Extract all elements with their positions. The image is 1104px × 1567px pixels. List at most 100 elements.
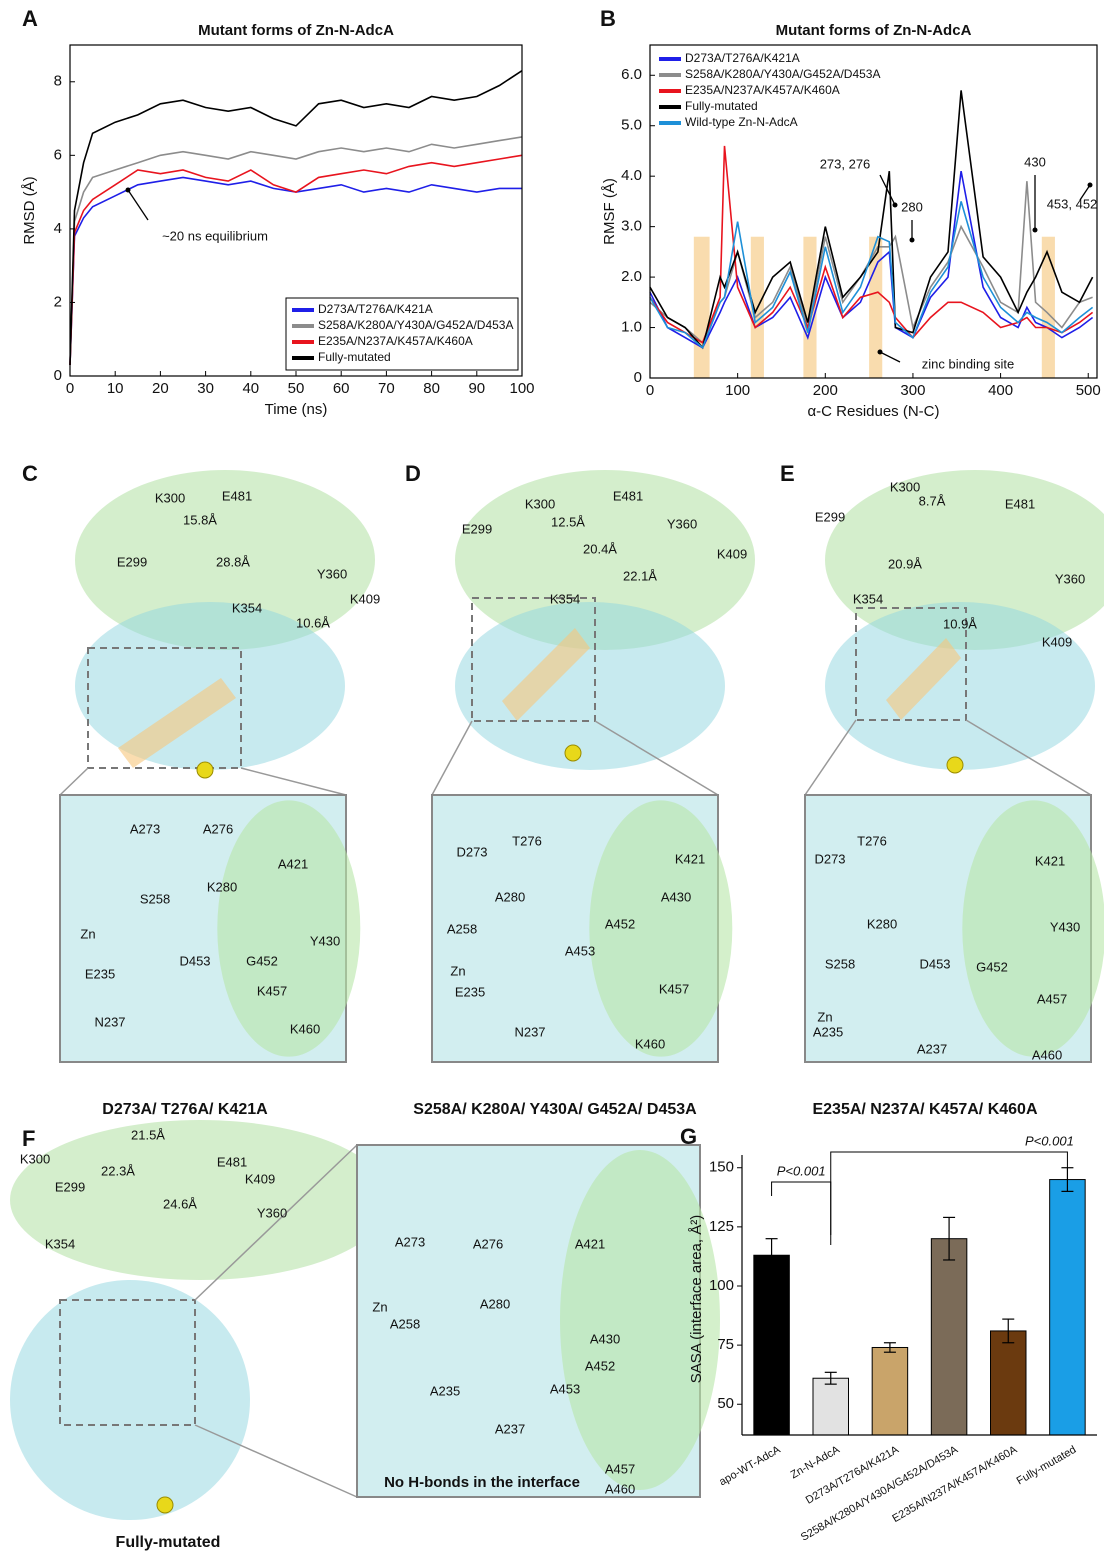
significance-label: P<0.001 [1025, 1133, 1074, 1148]
panel-letter: F [22, 1126, 35, 1151]
residue-label: 20.9Å [888, 556, 922, 571]
y-tick-label: 75 [717, 1336, 734, 1353]
legend-label: S258A/K280A/Y430A/G452A/D453A [685, 67, 880, 81]
y-tick-label: 8 [54, 73, 62, 90]
zinc-ion [196, 761, 214, 779]
series-line [69, 70, 523, 366]
residue-label: 15.8Å [183, 512, 217, 527]
residue-label: A460 [605, 1481, 635, 1496]
annotation-arrow [127, 189, 149, 221]
residue-label: K354 [853, 591, 883, 606]
legend-label: Fully-mutated [318, 350, 391, 364]
series-line [69, 176, 522, 366]
residue-label: D273 [456, 844, 487, 859]
y-tick-label: 3.0 [621, 218, 642, 235]
residue-label: E299 [117, 554, 147, 569]
residue-label: E481 [222, 488, 252, 503]
protein-green [455, 470, 755, 650]
residue-label: A452 [605, 916, 635, 931]
residue-label: A430 [661, 889, 691, 904]
legend-label: S258A/K280A/Y430A/G452A/D453A [318, 318, 513, 332]
residue-label: E235 [85, 966, 115, 981]
arrow-head [892, 202, 898, 208]
x-tick-label: 50 [288, 380, 305, 397]
y-tick-label: 0 [54, 367, 62, 384]
legend-label: D273A/T276A/K421A [318, 302, 433, 316]
zoom-connector [194, 1424, 358, 1498]
protein-cyan [10, 1280, 250, 1520]
y-tick-label: 5.0 [621, 117, 642, 134]
x-tick-label: 100 [509, 380, 534, 397]
panel-letter: B [600, 6, 616, 31]
residue-label: 21.5Å [131, 1127, 165, 1142]
residue-label: K300 [525, 496, 555, 511]
residue-label: A237 [495, 1421, 525, 1436]
residue-label: Y360 [667, 516, 697, 531]
legend-label: E235A/N237A/K457A/K460A [685, 83, 840, 97]
residue-label: K421 [1035, 853, 1065, 868]
series-line [649, 170, 1094, 349]
residue-label: A457 [605, 1461, 635, 1476]
residue-label: Zn [80, 926, 95, 941]
residue-label: K457 [659, 981, 689, 996]
residue-label: 28.8Å [216, 554, 250, 569]
residue-label: G452 [246, 953, 278, 968]
protein-green [10, 1120, 390, 1280]
protein-cyan [825, 602, 1095, 770]
zoom-green [962, 800, 1104, 1057]
zoom-connector [194, 1144, 358, 1301]
residue-label: A430 [590, 1331, 620, 1346]
protein-green [75, 470, 375, 650]
zoom-connector [594, 720, 719, 796]
interface-plane [886, 638, 961, 720]
zoom-green [589, 800, 733, 1057]
residue-label: K457 [257, 983, 287, 998]
bar [871, 1346, 909, 1436]
x-tick-label: 300 [900, 382, 925, 399]
y-tick-label: 2.0 [621, 268, 642, 285]
residue-label: Zn [450, 963, 465, 978]
plot-frame [649, 44, 1098, 379]
residue-label: A258 [447, 921, 477, 936]
zoom-green [560, 1150, 720, 1490]
residue-label: K354 [232, 600, 262, 615]
significance-label: P<0.001 [777, 1163, 826, 1178]
zoom-connector [59, 767, 89, 796]
residue-label: K280 [867, 916, 897, 931]
zoom-connector [240, 767, 347, 796]
zoom-region [59, 1299, 196, 1426]
zoom-connector [965, 719, 1092, 796]
interface-plane [118, 678, 236, 768]
annotation-arrow [1079, 184, 1091, 201]
residue-label: Zn [817, 1009, 832, 1024]
residue-label: 20.4Å [583, 541, 617, 556]
annotation: 453, 452 [1047, 196, 1098, 211]
annotation: 280 [901, 199, 923, 214]
zinc-site-band [1041, 236, 1055, 378]
residue-label: 22.3Å [101, 1163, 135, 1178]
series-line [69, 154, 523, 366]
residue-label: E299 [55, 1179, 85, 1194]
protein-cyan [455, 602, 725, 770]
bar [930, 1238, 968, 1436]
zoom-region [855, 607, 967, 721]
arrow-head [1032, 227, 1038, 233]
residue-label: E481 [613, 488, 643, 503]
x-tick-label: 200 [813, 382, 838, 399]
zoom-region [471, 597, 596, 722]
zinc-ion [946, 756, 964, 774]
x-axis-label: Time (ns) [265, 401, 328, 418]
y-tick-label: 6 [54, 146, 62, 163]
panel-letter: G [680, 1124, 697, 1149]
residue-label: A453 [550, 1381, 580, 1396]
residue-label: K280 [207, 879, 237, 894]
panel-letter: D [405, 461, 421, 486]
zinc-ion [156, 1496, 174, 1514]
residue-label: 10.6Å [296, 615, 330, 630]
residue-label: A280 [495, 889, 525, 904]
zinc-site-band [693, 236, 710, 378]
x-tick-label: 20 [152, 380, 169, 397]
annotation-arrow [879, 351, 901, 363]
x-tick-label: Zn-N-AdcA [789, 1443, 843, 1481]
arrow-head [125, 187, 131, 193]
